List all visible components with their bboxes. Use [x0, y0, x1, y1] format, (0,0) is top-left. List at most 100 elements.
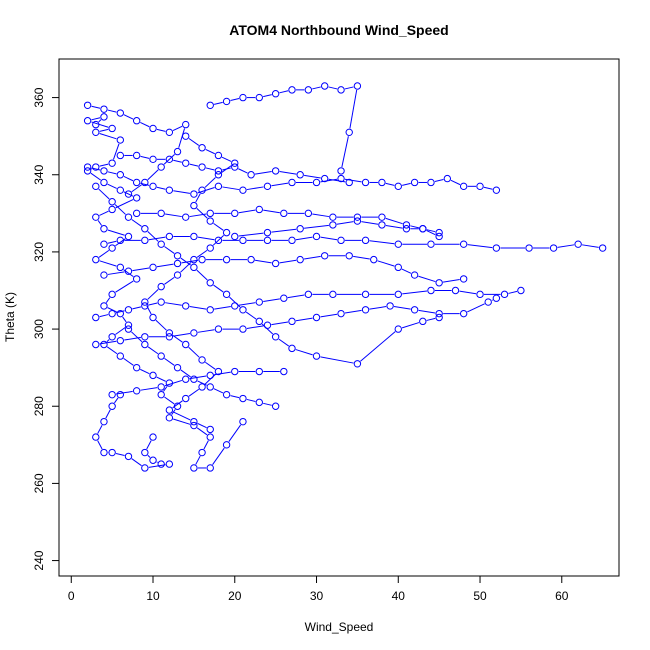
- data-point: [296, 225, 304, 233]
- data-point: [206, 306, 214, 314]
- y-tick-label: 360: [32, 87, 46, 107]
- data-point: [361, 290, 370, 299]
- x-tick-label: 20: [228, 589, 242, 603]
- series-line-segment: [426, 230, 436, 236]
- series-line-segment: [271, 228, 297, 233]
- series-line-segment: [238, 232, 264, 237]
- series-line-segment: [189, 375, 207, 380]
- series-line-segment: [105, 297, 111, 303]
- data-point: [337, 174, 345, 183]
- series-line-segment: [98, 188, 110, 200]
- series-line-segment: [344, 309, 362, 314]
- data-point: [92, 163, 100, 171]
- series-line-segment: [189, 306, 207, 310]
- data-point: [476, 290, 484, 299]
- x-tick-label: 60: [555, 589, 569, 603]
- series-line-segment: [312, 213, 329, 218]
- series-line-segment: [205, 361, 216, 370]
- series-line-segment: [99, 340, 117, 345]
- series-line-segment: [213, 222, 224, 231]
- series-line-segment: [271, 182, 289, 187]
- series-line-segment: [336, 221, 354, 225]
- data-point: [100, 302, 108, 310]
- series-line-segment: [195, 455, 201, 465]
- series-line-segment: [107, 171, 117, 175]
- data-point: [549, 244, 558, 252]
- data-point: [92, 120, 100, 129]
- data-point: [361, 236, 370, 245]
- chart-title: ATOM4 Northbound Wind_Speed: [229, 22, 448, 38]
- data-point: [190, 329, 198, 337]
- data-point: [124, 213, 133, 221]
- data-point: [239, 394, 247, 403]
- series-line-segment: [204, 177, 216, 188]
- data-point: [451, 286, 460, 295]
- data-point: [231, 367, 239, 376]
- series-line-segment: [214, 306, 231, 310]
- data-point: [394, 325, 402, 333]
- series-line-segment: [246, 398, 256, 402]
- series-line-segment: [238, 302, 256, 306]
- data-point: [255, 398, 263, 407]
- series-line-segment: [205, 167, 215, 171]
- data-point: [239, 306, 247, 314]
- data-point: [165, 406, 174, 414]
- series-line-segment: [106, 339, 110, 343]
- y-tick-label: 320: [32, 242, 46, 262]
- series-line-segment: [369, 306, 387, 310]
- series-line-segment: [188, 346, 200, 358]
- data-point: [116, 236, 125, 245]
- data-point: [378, 213, 386, 221]
- series-line-segment: [385, 217, 403, 225]
- data-point: [132, 117, 141, 125]
- data-point: [312, 232, 321, 241]
- data-point: [320, 82, 329, 90]
- series-line-segment: [172, 334, 183, 343]
- data-point: [410, 178, 419, 187]
- series-line-segment: [132, 267, 150, 272]
- series-line-segment: [99, 210, 109, 216]
- series-line-segment: [279, 171, 297, 175]
- data-point: [517, 286, 525, 295]
- series-line-segment: [320, 356, 354, 364]
- series-line-segment: [254, 259, 272, 264]
- data-point: [190, 190, 198, 198]
- x-axis-label: Wind_Speed: [305, 620, 374, 634]
- series-line-segment: [115, 199, 134, 209]
- data-point: [427, 178, 435, 187]
- data-point: [157, 390, 165, 399]
- data-point: [92, 255, 100, 264]
- series-line-segment: [263, 209, 280, 214]
- data-point: [165, 460, 174, 468]
- data-point: [280, 209, 288, 218]
- data-point: [419, 225, 427, 233]
- data-point: [108, 309, 116, 318]
- series-line-segment: [91, 117, 101, 121]
- data-point: [108, 244, 116, 252]
- data-point: [222, 228, 231, 237]
- series-line-segment: [246, 325, 264, 329]
- data-point: [124, 306, 133, 314]
- series-line-segment: [97, 424, 103, 434]
- data-point: [484, 298, 492, 306]
- data-point: [198, 163, 206, 171]
- series-line-segment: [410, 225, 420, 229]
- series-line-segment: [147, 231, 159, 242]
- data-point: [124, 452, 133, 461]
- series-line-segment: [140, 368, 150, 375]
- series-13: [92, 182, 443, 368]
- data-point: [182, 340, 190, 349]
- data-point: [271, 167, 280, 175]
- data-point: [173, 252, 182, 260]
- data-point: [141, 225, 149, 233]
- series-line-segment: [146, 305, 152, 315]
- data-point: [100, 113, 108, 121]
- data-point: [410, 306, 419, 314]
- data-point: [288, 178, 296, 187]
- data-point: [190, 417, 198, 426]
- series-line-segment: [212, 447, 225, 465]
- data-point: [92, 313, 100, 322]
- data-point: [182, 394, 190, 403]
- data-point: [157, 282, 165, 291]
- series-line-segment: [107, 183, 117, 189]
